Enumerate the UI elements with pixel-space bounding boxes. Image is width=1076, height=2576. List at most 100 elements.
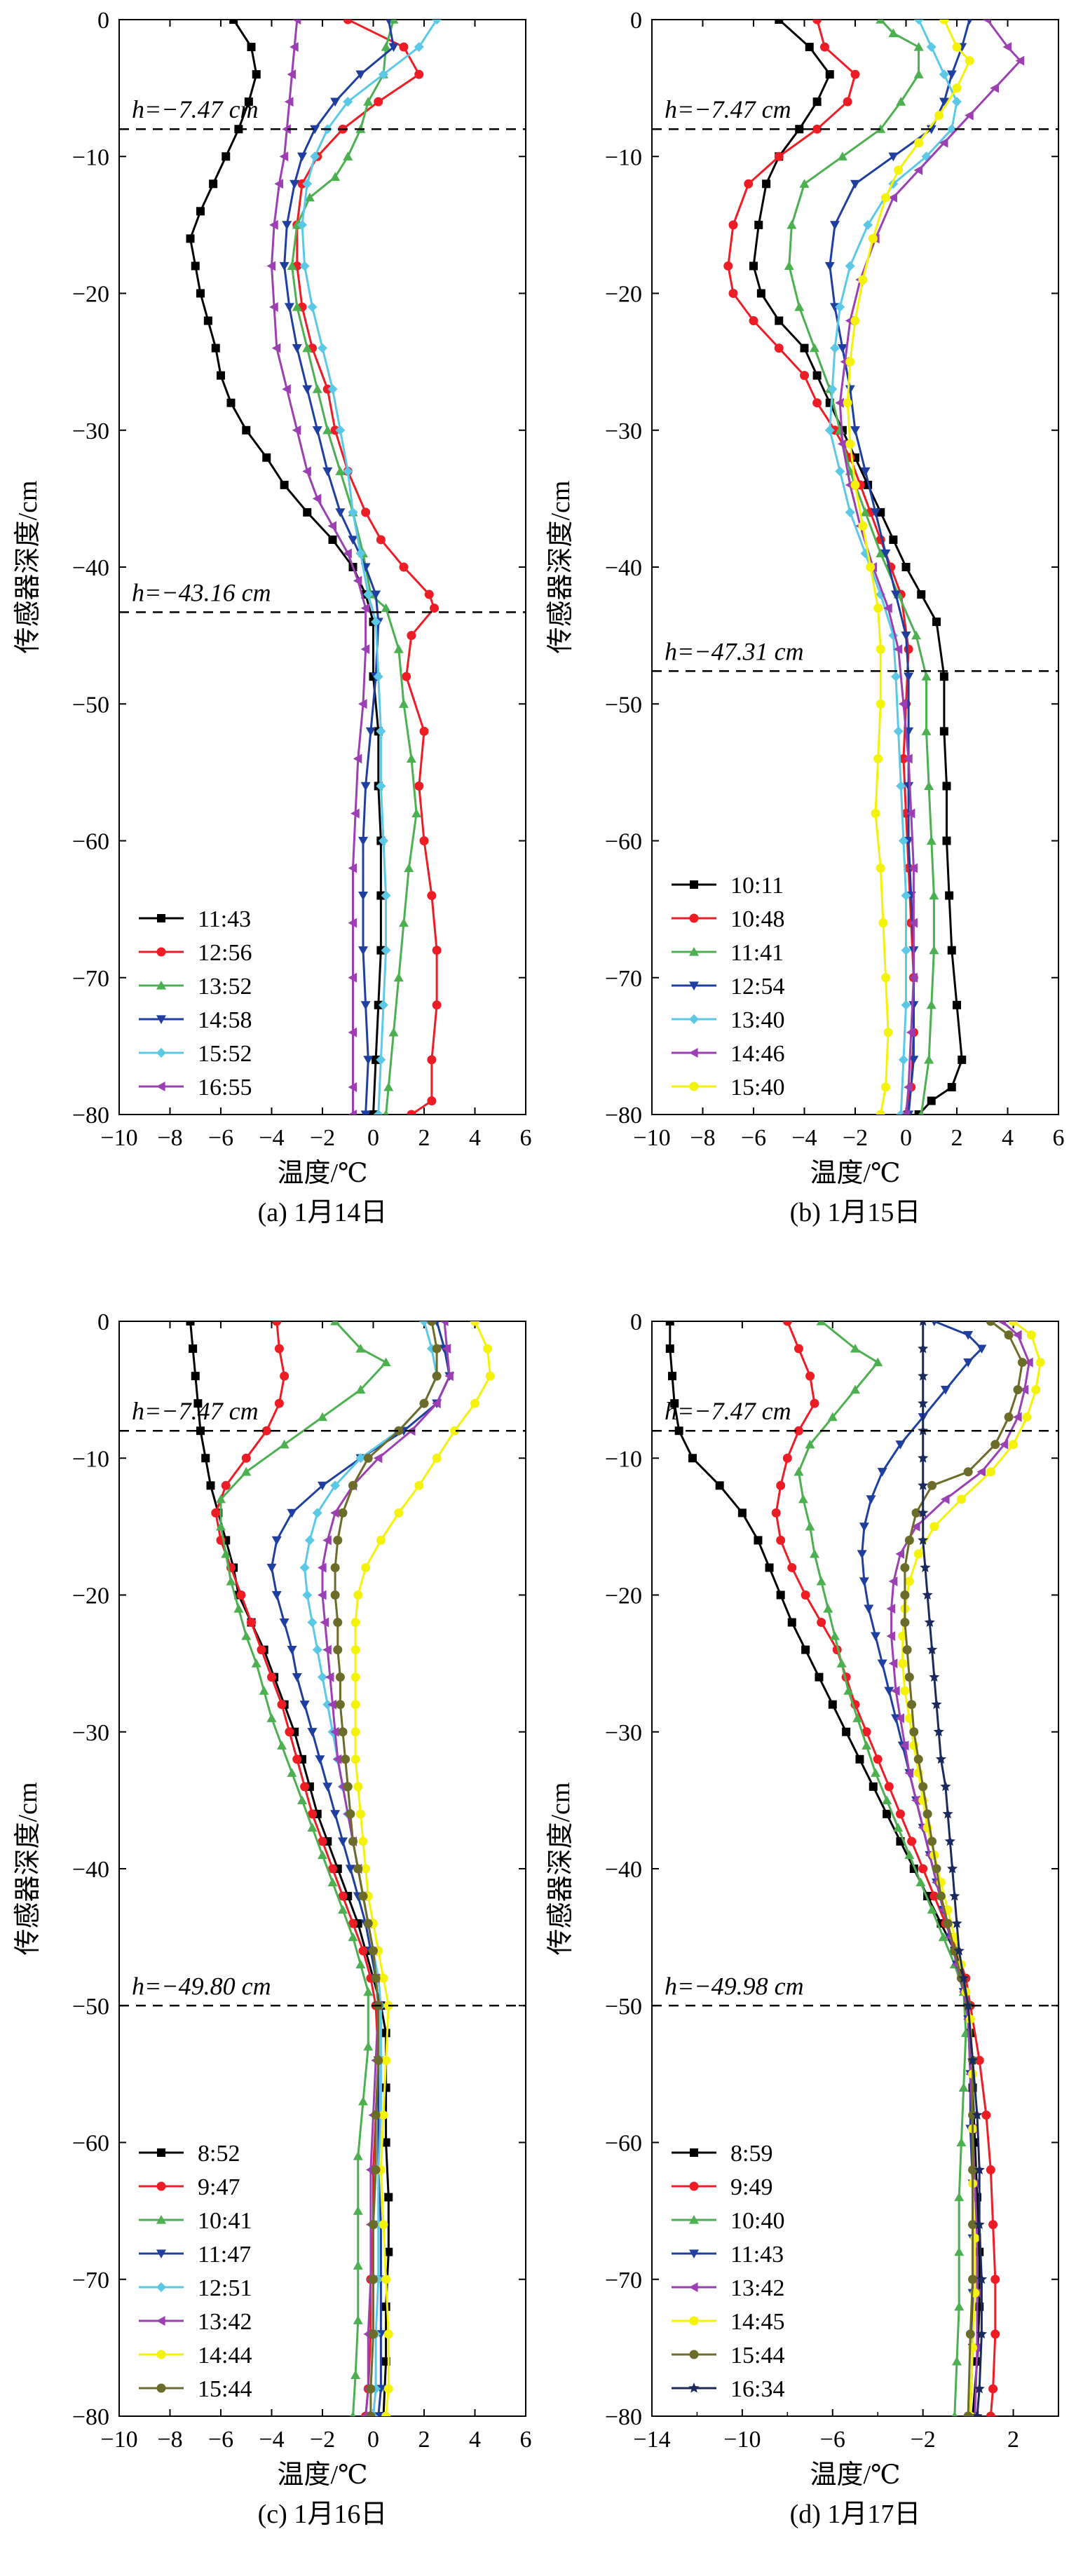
data-point (290, 42, 299, 53)
data-point (972, 2109, 983, 2120)
data-point (911, 630, 921, 640)
data-point (1013, 1385, 1023, 1395)
data-point (196, 289, 205, 298)
data-point (990, 2329, 1000, 2339)
data-point (267, 1672, 276, 1682)
data-point (244, 97, 253, 107)
data-point (794, 1426, 803, 1436)
data-point (1013, 1330, 1022, 1340)
data-point (904, 1672, 914, 1682)
data-point (343, 20, 353, 25)
data-point (297, 219, 307, 230)
data-point (850, 179, 860, 189)
y-tick-label: −20 (605, 1583, 642, 1609)
reference-annotation: h=−43.16 cm (132, 578, 271, 606)
data-point (876, 699, 885, 709)
data-point (318, 343, 327, 353)
data-point (292, 1754, 302, 1764)
data-point (974, 2055, 984, 2065)
data-point (299, 1701, 310, 1710)
data-point (360, 782, 371, 791)
data-point (399, 699, 409, 708)
x-tick-label: −2 (310, 2427, 335, 2453)
data-point (886, 1604, 896, 1614)
y-tick-label: −70 (605, 2268, 642, 2294)
series-16:55 (266, 20, 370, 1115)
data-point (440, 1321, 449, 1326)
data-point (1024, 1357, 1033, 1368)
data-point (355, 1809, 365, 1819)
data-point (794, 1466, 804, 1476)
data-point (782, 1321, 792, 1326)
data-point (450, 1426, 459, 1436)
data-point (358, 836, 368, 846)
data-point (876, 644, 885, 654)
data-point (850, 69, 860, 79)
legend-entry: 9:47 (139, 2174, 240, 2200)
legend-label: 13:42 (730, 2275, 784, 2301)
y-tick-label: 0 (630, 8, 642, 34)
legend-label: 12:51 (198, 2275, 252, 2301)
data-point (348, 1932, 358, 1942)
data-point (939, 69, 949, 80)
data-point (343, 466, 353, 477)
data-point (723, 261, 733, 271)
data-point (956, 1494, 966, 1504)
data-point (794, 302, 805, 311)
y-tick-label: −20 (72, 1583, 109, 1609)
data-point (302, 179, 313, 189)
data-point (820, 42, 829, 52)
data-point (282, 221, 292, 230)
data-point (891, 590, 901, 600)
y-tick-label: −50 (605, 1994, 642, 2019)
series-line (270, 1321, 451, 2416)
y-tick-label: −50 (605, 692, 642, 718)
data-point (852, 1713, 863, 1722)
data-point (251, 1658, 261, 1668)
data-point (432, 1000, 442, 1010)
data-point (915, 1877, 926, 1887)
data-point (366, 2384, 376, 2394)
data-point (312, 493, 322, 504)
legend-entry: 8:52 (139, 2141, 240, 2167)
data-point (776, 1590, 785, 1600)
data-point (954, 2192, 965, 2202)
data-point (943, 1919, 953, 1928)
data-point (946, 70, 957, 80)
data-point (407, 1110, 416, 1115)
reference-annotation: h=−7.47 cm (665, 95, 791, 123)
data-point (261, 1426, 271, 1436)
data-point (974, 2383, 985, 2394)
data-point (350, 1754, 360, 1764)
data-point (322, 1699, 333, 1710)
x-tick-label: −6 (208, 1125, 233, 1151)
data-point (427, 1055, 437, 1065)
legend-marker (689, 2350, 699, 2359)
data-point (376, 891, 386, 900)
data-point (355, 70, 366, 80)
data-point (307, 1728, 318, 1737)
data-point (196, 207, 205, 216)
data-point (287, 261, 297, 271)
data-point (871, 508, 880, 517)
data-point (904, 782, 914, 791)
data-point (322, 467, 333, 477)
data-point (353, 2206, 363, 2215)
data-point (353, 575, 362, 586)
y-tick-label: −80 (72, 2404, 109, 2430)
data-point (363, 590, 374, 600)
data-point (206, 1481, 215, 1490)
data-point (859, 1577, 869, 1586)
series-15:44 (330, 1321, 442, 2416)
data-point (805, 43, 814, 52)
data-point (958, 1972, 969, 1983)
data-point (414, 69, 424, 79)
data-point (393, 972, 404, 982)
y-tick-label: −70 (72, 2268, 109, 2294)
x-tick-label: −2 (843, 1125, 868, 1151)
data-point (346, 1809, 355, 1819)
data-point (935, 1753, 947, 1764)
data-point (674, 1426, 683, 1436)
data-point (830, 1631, 840, 1640)
data-point (369, 2275, 378, 2284)
